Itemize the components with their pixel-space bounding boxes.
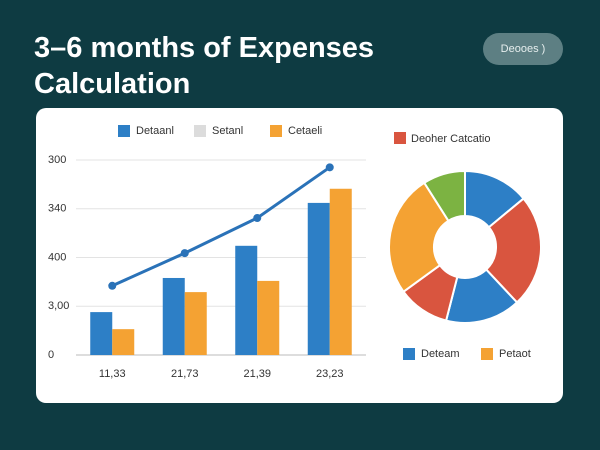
y-tick-label: 300 (48, 154, 66, 166)
bar (257, 280, 280, 355)
legend-label: Cetaeli (288, 125, 322, 137)
line (111, 166, 331, 288)
x-tick-label: 11,33 (99, 368, 126, 380)
legend-label: Deteam (421, 348, 460, 360)
legend-swatch (194, 125, 206, 137)
title-swatch (394, 132, 406, 144)
pie-title: Deoher Catcatio (411, 133, 491, 145)
line-point (253, 214, 262, 223)
pie-slice (484, 197, 542, 304)
bar (90, 312, 113, 355)
button[interactable]: Deooes ) (483, 33, 563, 65)
y-tick-label: 3,00 (48, 300, 69, 312)
legend-swatch (270, 125, 282, 137)
x-tick-label: 23,23 (316, 368, 344, 380)
line-point (325, 163, 334, 172)
y-tick-label: 340 (48, 203, 66, 215)
legend-label: Petaot (499, 348, 531, 360)
pie-slice (388, 181, 450, 294)
legend-swatch (481, 348, 493, 360)
pie-slice (422, 169, 466, 223)
line-point (180, 249, 189, 258)
line-point (108, 281, 117, 290)
bar (329, 188, 352, 355)
legend-swatch (403, 348, 415, 360)
legend-label: Setanl (212, 125, 243, 137)
x-tick-label: 21,73 (171, 368, 199, 380)
page-title: 3–6 months of Expenses Calculation (34, 32, 375, 100)
legend-swatch (118, 125, 130, 137)
bar (307, 202, 330, 355)
x-tick-label: 21,39 (243, 368, 271, 380)
bar (162, 277, 185, 355)
y-tick-label: 400 (48, 251, 66, 263)
y-tick-label: 0 (48, 349, 54, 361)
bar (112, 329, 135, 355)
bar (235, 245, 258, 355)
legend-label: Detaanl (136, 125, 174, 137)
bar (184, 292, 207, 355)
